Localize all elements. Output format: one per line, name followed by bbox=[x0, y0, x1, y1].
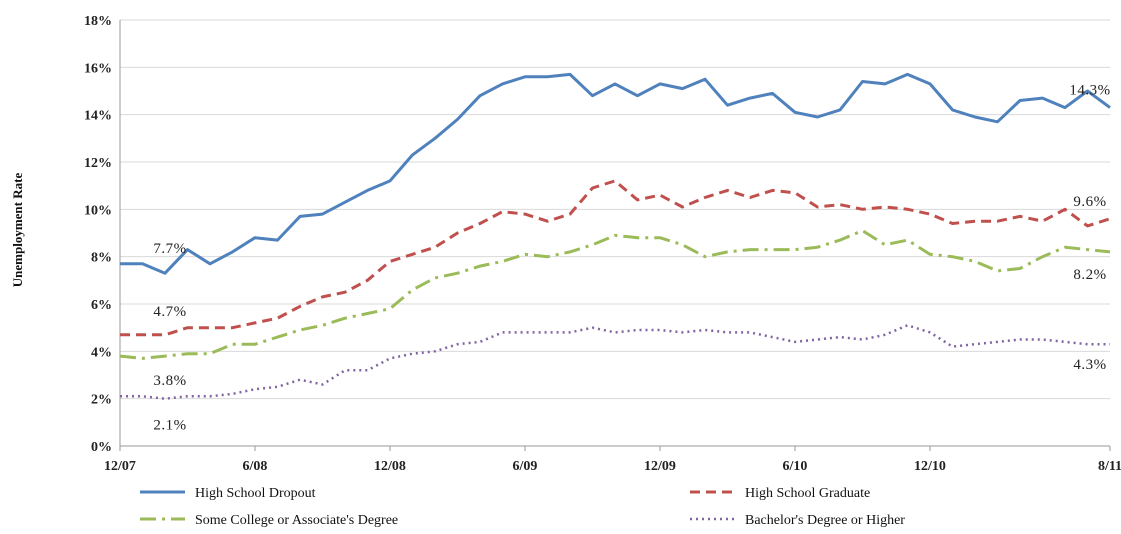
start-value-label: 4.7% bbox=[153, 304, 186, 320]
legend-label: High School Dropout bbox=[195, 486, 316, 501]
start-value-label: 7.7% bbox=[153, 241, 186, 257]
x-tick-label: 12/08 bbox=[374, 459, 406, 474]
x-tick-label: 6/09 bbox=[513, 459, 538, 474]
y-tick-label: 18% bbox=[84, 14, 112, 29]
x-tick-label: 12/10 bbox=[914, 459, 946, 474]
end-value-label: 8.2% bbox=[1073, 267, 1106, 283]
series-line-3 bbox=[120, 325, 1110, 398]
y-tick-label: 16% bbox=[84, 61, 112, 76]
end-value-label: 4.3% bbox=[1073, 357, 1106, 373]
series-lines bbox=[120, 74, 1110, 398]
x-tick-label: 12/07 bbox=[104, 459, 136, 474]
end-value-label: 14.3% bbox=[1069, 83, 1110, 99]
y-tick-label: 8% bbox=[91, 251, 112, 266]
y-tick-label: 10% bbox=[84, 203, 112, 218]
y-tick-label: 2% bbox=[91, 393, 112, 408]
x-tick-label: 12/09 bbox=[644, 459, 676, 474]
y-tick-label: 6% bbox=[91, 298, 112, 313]
legend-label: Some College or Associate's Degree bbox=[195, 513, 398, 528]
series-line-0 bbox=[120, 74, 1110, 273]
legend-label: Bachelor's Degree or Higher bbox=[745, 513, 905, 528]
x-tick-label: 6/08 bbox=[243, 459, 268, 474]
y-tick-label: 12% bbox=[84, 156, 112, 171]
data-labels: 7.7% 14.3% 4.7% 9.6% 3.8% 8.2% 2.1% 4.3% bbox=[153, 83, 1110, 434]
y-tick-label: 14% bbox=[84, 109, 112, 124]
series-line-2 bbox=[120, 231, 1110, 359]
x-tick-label: 8/11 bbox=[1098, 459, 1121, 474]
legend-label: High School Graduate bbox=[745, 486, 870, 501]
y-tick-label: 4% bbox=[91, 345, 112, 360]
y-axis-title: Unemployment Rate bbox=[10, 173, 25, 288]
start-value-label: 3.8% bbox=[153, 373, 186, 389]
axes: 0% 2% 4% 6% 8% 10% 12% 14% 16% 18% 12/07 6/08 12/08 6… bbox=[84, 14, 1121, 474]
start-value-label: 2.1% bbox=[153, 417, 186, 433]
x-tick-label: 6/10 bbox=[783, 459, 808, 474]
legend: High School Dropout High School Graduate S… bbox=[140, 486, 905, 528]
end-value-label: 9.6% bbox=[1073, 194, 1106, 210]
y-tick-label: 0% bbox=[91, 440, 112, 455]
